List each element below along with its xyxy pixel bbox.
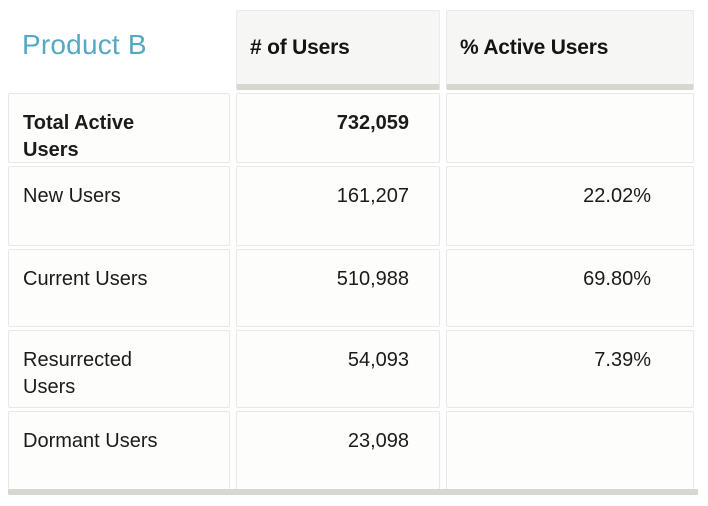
row-value-new-users: 161,207 <box>236 166 440 246</box>
row-pct-new-users: 22.02% <box>446 166 694 246</box>
row-value-dormant-users: 23,098 <box>236 411 440 491</box>
row-value-current-users: 510,988 <box>236 249 440 327</box>
row-label-new-users: New Users <box>8 166 230 246</box>
row-value-total-active-users: 732,059 <box>236 93 440 163</box>
row-pct-total-active-users <box>446 93 694 163</box>
row-pct-current-users: 69.80% <box>446 249 694 327</box>
row-pct-dormant-users <box>446 411 694 491</box>
column-header-users: # of Users <box>236 10 440 90</box>
product-user-table: Product B # of Users % Active Users Tota… <box>8 10 694 491</box>
column-header-pct-active: % Active Users <box>446 10 694 90</box>
row-label-dormant-users: Dormant Users <box>8 411 230 491</box>
row-pct-resurrected-users: 7.39% <box>446 330 694 408</box>
row-label-resurrected-users: Resurrected Users <box>8 330 230 408</box>
row-label-current-users: Current Users <box>8 249 230 327</box>
row-label-total-active-users: Total Active Users <box>8 93 230 163</box>
table-title-cell: Product B <box>8 10 230 90</box>
table-bottom-edge <box>8 489 698 495</box>
page-title: Product B <box>22 29 147 60</box>
row-value-resurrected-users: 54,093 <box>236 330 440 408</box>
